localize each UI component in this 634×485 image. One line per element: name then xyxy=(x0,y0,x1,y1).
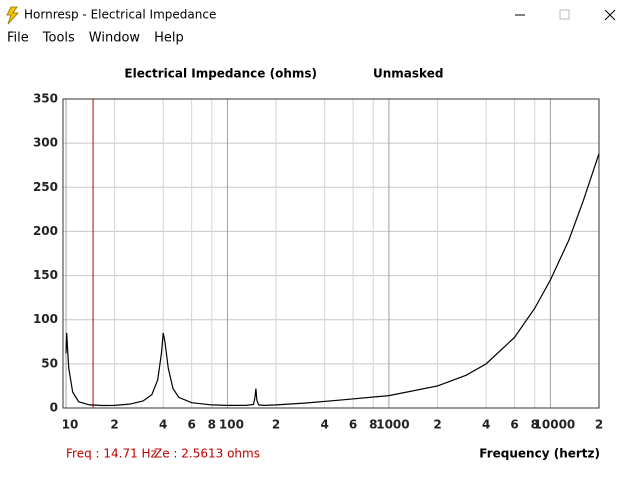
close-button[interactable] xyxy=(604,9,616,21)
x-tick-label: 2 xyxy=(433,418,441,432)
menu-item[interactable]: Help xyxy=(154,31,184,46)
y-tick-label: 350 xyxy=(33,92,58,106)
x-tick-label: 8 xyxy=(208,418,216,432)
y-tick-label: 50 xyxy=(41,356,58,370)
y-tick-label: 100 xyxy=(33,312,58,326)
x-axis-label: Frequency (hertz) xyxy=(479,447,600,461)
plot-bg xyxy=(63,99,599,408)
x-tick-label: 10000 xyxy=(534,418,576,432)
menu-item[interactable]: Window xyxy=(89,31,141,46)
x-tick-label: 1000 xyxy=(376,418,409,432)
app-icon xyxy=(6,6,19,25)
y-tick-label: 0 xyxy=(50,401,58,415)
y-tick-label: 250 xyxy=(33,180,58,194)
x-tick-label: 8 xyxy=(531,418,539,432)
maximize-button[interactable] xyxy=(559,9,570,20)
chart-subtitle: Unmasked xyxy=(373,67,443,81)
impedance-line xyxy=(65,153,600,407)
x-tick-label: 4 xyxy=(159,418,167,432)
x-tick-label: 8 xyxy=(369,418,377,432)
x-tick-label: 6 xyxy=(349,418,357,432)
x-tick-label: 2 xyxy=(110,418,118,432)
y-tick-label: 150 xyxy=(33,268,58,282)
menu-item[interactable]: File xyxy=(7,31,29,46)
x-tick-label: 2 xyxy=(272,418,280,432)
x-tick-label: 6 xyxy=(187,418,195,432)
menu-item[interactable]: Tools xyxy=(42,31,75,46)
x-tick-label: 100 xyxy=(219,418,244,432)
x-tick-label: 4 xyxy=(482,418,490,432)
x-tick-label: 4 xyxy=(320,418,328,432)
window-title: Hornresp - Electrical Impedance xyxy=(24,8,216,22)
y-tick-label: 200 xyxy=(33,224,58,238)
cursor-ze: Ze : 2.5613 ohms xyxy=(154,447,260,461)
x-tick-label: 2 xyxy=(595,418,603,432)
plot-frame xyxy=(62,98,600,409)
y-tick-label: 300 xyxy=(33,136,58,150)
x-tick-label: 10 xyxy=(62,418,79,432)
x-tick-label: 6 xyxy=(510,418,518,432)
chart-title: Electrical Impedance (ohms) xyxy=(124,67,317,81)
cursor-freq: Freq : 14.71 Hz xyxy=(66,447,157,461)
